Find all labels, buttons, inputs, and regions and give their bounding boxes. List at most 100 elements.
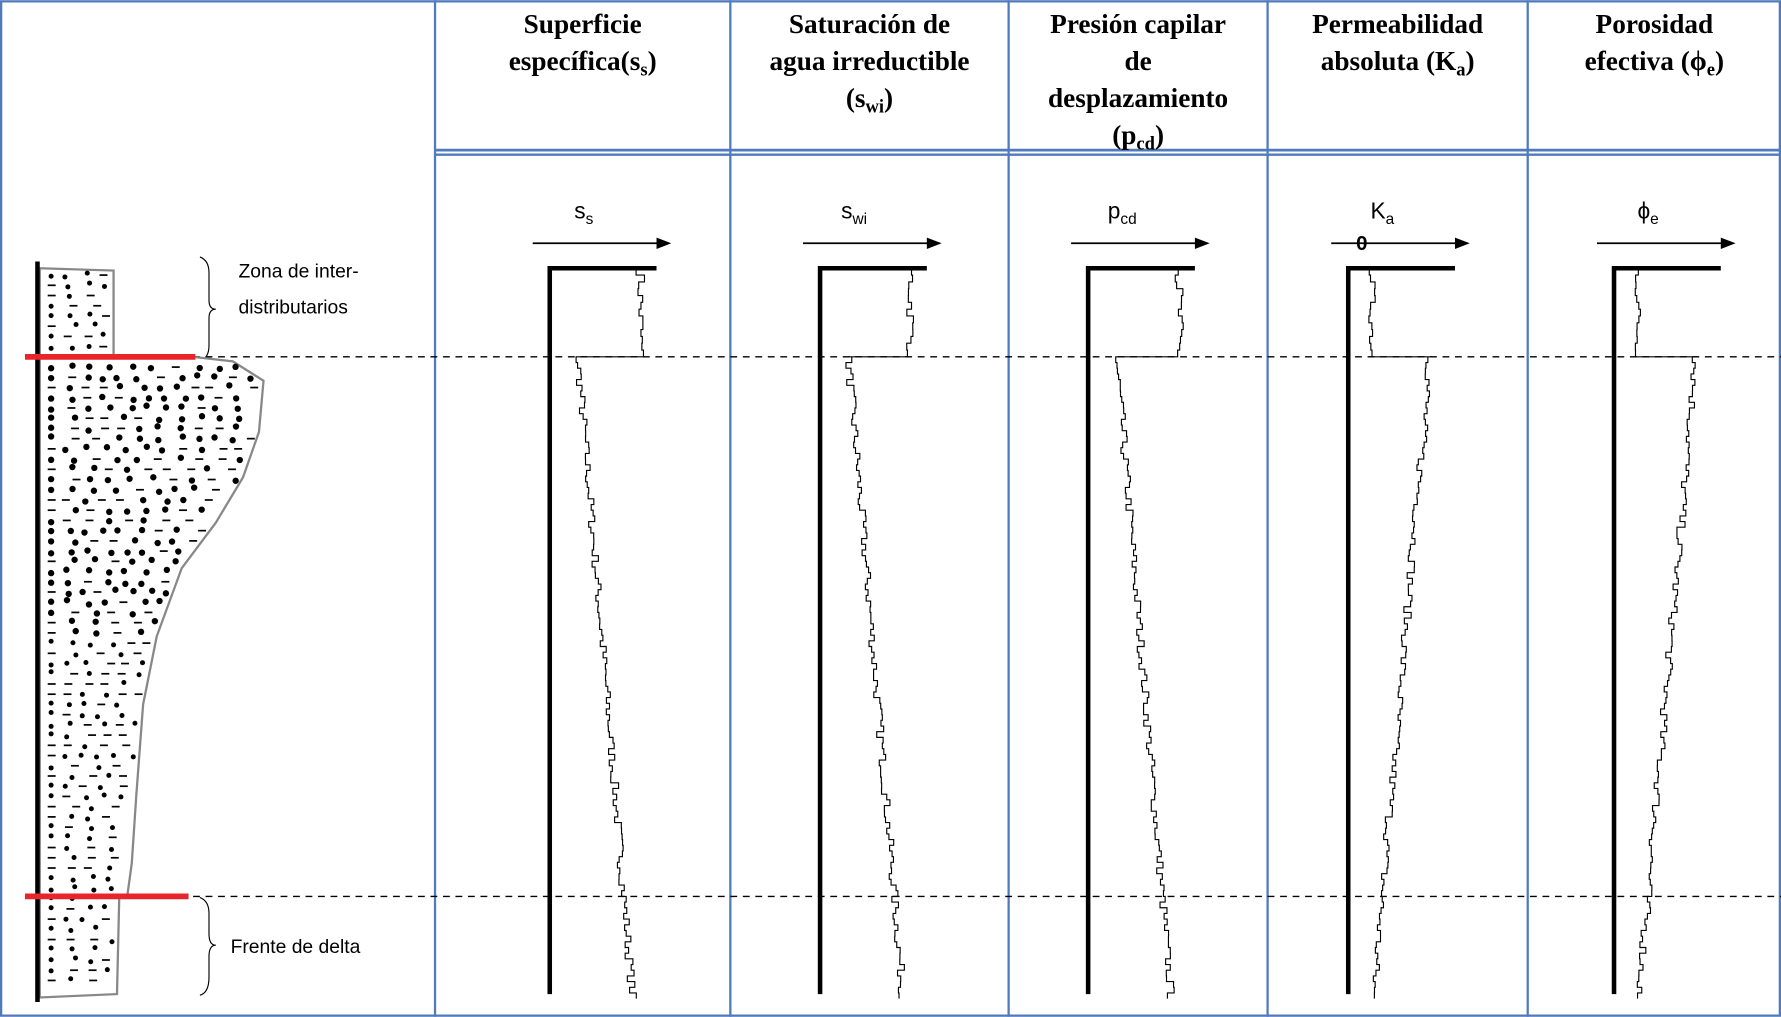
sand-grain bbox=[106, 772, 112, 778]
sand-grain bbox=[67, 527, 75, 535]
subscript: a bbox=[1456, 60, 1465, 81]
sand-grain bbox=[72, 507, 80, 514]
sand-grain bbox=[79, 713, 85, 719]
sand-grain bbox=[82, 498, 89, 505]
sand-grain bbox=[93, 924, 99, 930]
column-title: (swi) bbox=[846, 83, 893, 118]
sand-grain bbox=[88, 806, 94, 812]
sand-grain bbox=[63, 566, 70, 573]
sand-grain bbox=[99, 376, 106, 383]
track-label: Ka bbox=[1370, 197, 1394, 228]
subscript: a bbox=[1386, 211, 1395, 228]
sand-grain bbox=[143, 507, 150, 515]
sand-grain bbox=[48, 731, 54, 737]
sand-grain bbox=[143, 402, 150, 409]
sand-grain bbox=[68, 549, 75, 556]
text-segment: (p bbox=[1112, 120, 1136, 150]
track-label: swi bbox=[841, 197, 867, 228]
sand-grain bbox=[136, 425, 143, 433]
sand-grain bbox=[133, 456, 141, 464]
sand-grain bbox=[112, 487, 120, 494]
sand-grain bbox=[87, 904, 93, 910]
sand-grain bbox=[211, 434, 218, 441]
sand-grain bbox=[236, 456, 243, 464]
subscript: wi bbox=[866, 97, 885, 118]
sand-grain bbox=[114, 456, 121, 464]
sand-grain bbox=[130, 363, 137, 370]
sand-grain bbox=[48, 765, 54, 771]
sand-grain bbox=[81, 701, 87, 707]
sand-grain bbox=[148, 556, 155, 564]
sand-grain bbox=[177, 424, 184, 432]
sand-grain bbox=[182, 395, 190, 402]
sand-grain bbox=[81, 529, 88, 536]
sand-grain bbox=[141, 384, 148, 391]
sand-grain bbox=[151, 617, 159, 625]
sand-grain bbox=[73, 652, 79, 658]
sand-grain bbox=[143, 443, 151, 450]
sand-grain bbox=[62, 446, 69, 454]
sand-grain bbox=[91, 887, 97, 893]
sand-grain bbox=[48, 669, 54, 675]
sand-grain bbox=[120, 413, 128, 421]
sand-grain bbox=[116, 382, 124, 390]
sand-grain bbox=[211, 373, 218, 380]
sand-grain bbox=[198, 413, 206, 420]
sand-grain bbox=[90, 874, 96, 880]
sand-grain bbox=[154, 423, 161, 430]
sand-grain bbox=[47, 538, 55, 545]
sand-grain bbox=[70, 640, 76, 646]
sand-grain bbox=[100, 331, 106, 337]
subscript: e bbox=[1707, 60, 1715, 81]
sand-grain bbox=[66, 384, 73, 392]
sand-grain bbox=[140, 660, 146, 666]
sand-grain bbox=[162, 506, 169, 513]
log-curve bbox=[575, 267, 646, 999]
column-title: de bbox=[1124, 46, 1151, 76]
sand-grain bbox=[70, 457, 78, 464]
sand-grain bbox=[232, 423, 240, 430]
log-curve bbox=[1115, 267, 1184, 999]
arrow-head bbox=[1455, 237, 1470, 249]
track-frame bbox=[547, 265, 657, 995]
sand-grain bbox=[47, 424, 55, 431]
text-segment: absoluta (K bbox=[1321, 46, 1457, 76]
sand-grain bbox=[63, 916, 69, 922]
sand-grain bbox=[71, 414, 79, 421]
sand-grain bbox=[48, 662, 54, 668]
sand-grain bbox=[48, 782, 54, 788]
sand-grain bbox=[123, 466, 131, 473]
sand-grain bbox=[73, 955, 78, 961]
column-title: (pcd) bbox=[1112, 120, 1164, 155]
sand-grain bbox=[48, 945, 54, 951]
sand-grain bbox=[84, 270, 90, 276]
sand-grain bbox=[84, 795, 90, 801]
sand-grain bbox=[85, 427, 92, 434]
subscript: e bbox=[1650, 211, 1659, 228]
sand-grain bbox=[123, 508, 131, 515]
sand-grain bbox=[92, 945, 98, 951]
text-segment: p bbox=[1108, 197, 1121, 223]
sand-grain bbox=[188, 477, 196, 484]
sand-grain bbox=[129, 404, 136, 412]
text-segment: ) bbox=[1155, 120, 1164, 150]
sand-grain bbox=[48, 345, 54, 351]
sand-grain bbox=[63, 596, 71, 604]
sand-grain bbox=[145, 395, 153, 402]
text-segment: ϕ bbox=[1637, 197, 1650, 223]
sand-grain bbox=[109, 847, 115, 853]
sand-grain bbox=[89, 826, 95, 832]
sand-grain bbox=[171, 485, 178, 493]
sand-grain bbox=[85, 567, 93, 574]
sand-grain bbox=[72, 627, 79, 635]
sand-grain bbox=[79, 691, 85, 697]
sand-grain bbox=[103, 444, 111, 451]
sand-grain bbox=[65, 833, 71, 839]
text-segment: de bbox=[1124, 46, 1151, 76]
column-title: específica(ss) bbox=[509, 46, 657, 81]
log-curve bbox=[1634, 267, 1699, 999]
sand-grain bbox=[67, 313, 73, 319]
sand-grain bbox=[85, 374, 92, 381]
sand-grain bbox=[155, 416, 163, 424]
text-segment: K bbox=[1370, 197, 1385, 223]
